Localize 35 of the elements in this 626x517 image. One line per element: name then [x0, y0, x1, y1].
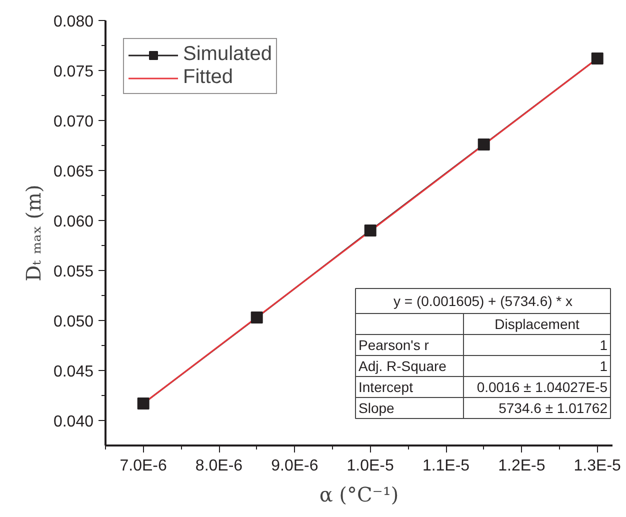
annotation: Pearson's r [358, 337, 430, 353]
x-tick-label: 8.0E-6 [195, 458, 243, 474]
annotation: Intercept [358, 379, 414, 395]
annotation: 1 [600, 358, 608, 374]
x-axis-title: α (°C⁻¹) [319, 482, 399, 506]
y-tick-label: 0.050 [53, 314, 94, 330]
point [250, 312, 263, 324]
annotation: 5734.6 ± 1.01762 [498, 400, 608, 416]
y-tick-label: 0.080 [53, 14, 94, 30]
x-tick-label: 1.0E-5 [346, 458, 394, 474]
x-tick-label: 7.0E-6 [120, 458, 168, 474]
legend-label: Simulated [183, 43, 272, 66]
annotation: 0.0016 ± 1.04027E-5 [476, 379, 608, 395]
annotation: Slope [358, 400, 395, 416]
point [591, 52, 604, 64]
y-tick-label: 0.065 [53, 164, 94, 180]
y-axis-title: Dₜ ₘₐₓ (m) [21, 184, 46, 282]
point [478, 138, 490, 150]
x-tick-label: 1.2E-5 [498, 458, 546, 474]
x-tick-label: 9.0E-6 [271, 458, 318, 474]
point [364, 224, 376, 236]
y-tick-label: 0.075 [53, 64, 94, 80]
point [137, 398, 150, 410]
annotation: 1 [600, 337, 608, 353]
legend-label: Fitted [183, 66, 234, 89]
annotation: Displacement [494, 316, 580, 332]
x-tick-label: 1.3E-5 [574, 458, 622, 474]
y-tick-label: 0.040 [53, 414, 94, 430]
y-tick-label: 0.055 [53, 264, 94, 280]
y-tick-label: 0.070 [53, 114, 94, 130]
annotation: Adj. R-Square [358, 358, 447, 374]
annotation: y = (0.001605) + (5734.6) * x [394, 293, 572, 309]
y-tick-label: 0.045 [53, 364, 94, 380]
y-tick-label: 0.060 [53, 214, 94, 230]
x-tick-label: 1.1E-5 [422, 458, 470, 474]
